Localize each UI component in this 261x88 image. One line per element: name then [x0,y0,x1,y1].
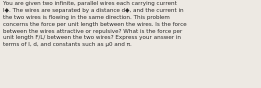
Text: You are given two infinite, parallel wires each carrying current
I◆. The wires a: You are given two infinite, parallel wir… [3,1,187,47]
